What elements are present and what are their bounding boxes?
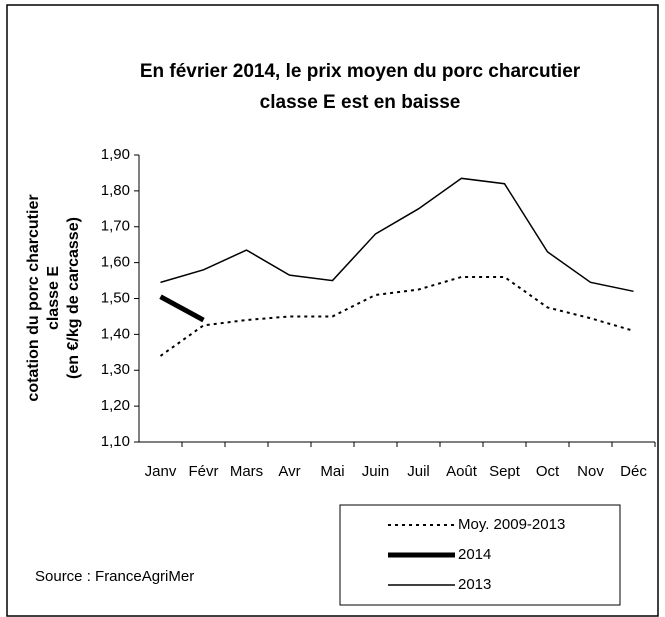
x-tick-label: Déc bbox=[620, 463, 647, 480]
series-line bbox=[160, 177, 634, 293]
y-tick-label: 1,80 bbox=[101, 182, 130, 199]
legend-label: 2014 bbox=[458, 546, 491, 563]
y-tick-label: 1,40 bbox=[101, 325, 130, 342]
x-tick-label: Mai bbox=[320, 463, 344, 480]
legend bbox=[339, 504, 621, 606]
x-tick-label: Juil bbox=[407, 463, 430, 480]
y-axis-label-line: cotation du porc charcutier bbox=[25, 194, 42, 401]
x-tick-label: Févr bbox=[189, 463, 219, 480]
x-tick-label: Nov bbox=[577, 463, 604, 480]
legend-label: 2013 bbox=[458, 576, 491, 593]
legend-label: Moy. 2009-2013 bbox=[458, 516, 565, 533]
y-tick-label: 1,20 bbox=[101, 397, 130, 414]
y-axis-label-line: (en €/kg de carcasse) bbox=[65, 217, 82, 379]
y-tick-label: 1,70 bbox=[101, 218, 130, 235]
x-tick-label: Oct bbox=[536, 463, 560, 480]
source: Source : FranceAgriMer bbox=[35, 568, 194, 585]
y-tick-label: 1,50 bbox=[101, 289, 130, 306]
y-axis-label: cotation du porc charcutier classe E (en… bbox=[25, 194, 82, 401]
x-tick-label: Avr bbox=[278, 463, 300, 480]
chart-title: classe E est en baisse bbox=[260, 92, 461, 113]
y-tick-label: 1,90 bbox=[101, 146, 130, 163]
x-tick-label: Juin bbox=[362, 463, 390, 480]
chart-title: En février 2014, le prix moyen du porc c… bbox=[140, 61, 581, 82]
x-tick-label: Sept bbox=[489, 463, 521, 480]
x-tick-label: Mars bbox=[230, 463, 263, 480]
y-tick-label: 1,30 bbox=[101, 361, 130, 378]
series-line bbox=[159, 294, 205, 323]
y-tick-label: 1,60 bbox=[101, 254, 130, 271]
y-tick-label: 1,10 bbox=[101, 433, 130, 450]
x-tick-label: Août bbox=[446, 463, 478, 480]
series-line bbox=[159, 275, 634, 357]
x-tick-label: Janv bbox=[145, 463, 177, 480]
y-axis-label-line: classe E bbox=[45, 266, 62, 330]
